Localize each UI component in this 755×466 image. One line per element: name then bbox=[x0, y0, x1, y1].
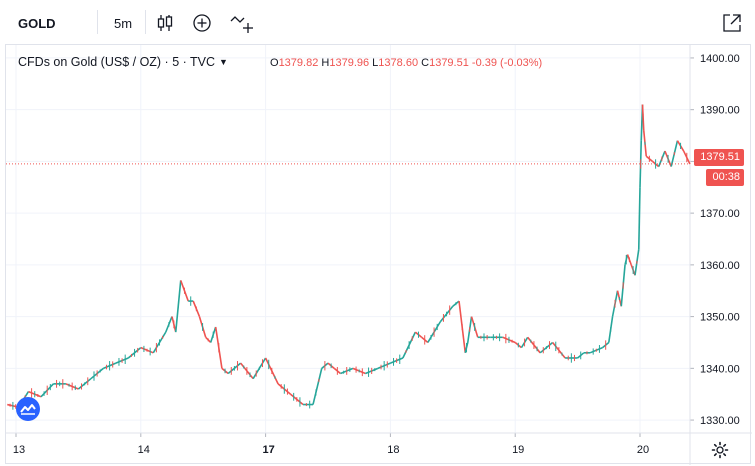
add-compare-icon[interactable] bbox=[191, 12, 213, 34]
y-axis-tick-label: 1350.00 bbox=[700, 312, 740, 324]
x-axis-tick-label: 14 bbox=[138, 444, 150, 456]
indicators-icon[interactable] bbox=[229, 12, 255, 34]
x-axis-tick-label: 17 bbox=[262, 444, 274, 456]
x-axis-tick-label: 18 bbox=[387, 444, 399, 456]
toolbar-divider bbox=[97, 10, 98, 34]
interval-selector[interactable]: 5m bbox=[114, 16, 133, 31]
y-axis-tick-label: 1390.00 bbox=[700, 105, 740, 117]
x-axis-tick-label: 20 bbox=[637, 444, 649, 456]
open-label: O bbox=[270, 57, 279, 69]
gear-icon[interactable] bbox=[711, 441, 729, 459]
x-axis-tick-label: 13 bbox=[13, 444, 25, 456]
y-axis-tick-label: 1370.00 bbox=[700, 208, 740, 220]
legend-title: CFDs on Gold (US$ / OZ) · 5 · TVC bbox=[18, 55, 216, 69]
y-axis-tick-label: 1340.00 bbox=[700, 363, 740, 375]
high-value: 1379.96 bbox=[329, 57, 370, 69]
low-label: L bbox=[372, 57, 379, 69]
close-value: 1379.51 bbox=[429, 57, 469, 69]
y-axis-tick-label: 1400.00 bbox=[700, 53, 740, 65]
ohlc-values: O1379.82 H1379.96 L1378.60 C1379.51 -0.3… bbox=[270, 57, 542, 69]
close-label: C bbox=[421, 57, 430, 69]
low-value: 1378.60 bbox=[378, 57, 419, 69]
chart-pane[interactable]: 1330.001340.001350.001360.001370.001380.… bbox=[5, 44, 752, 465]
x-axis-tick-label: 19 bbox=[512, 444, 524, 456]
last-price-tag: 1379.51 bbox=[694, 149, 744, 166]
fullscreen-icon[interactable] bbox=[721, 12, 743, 34]
bar-countdown-tag: 00:38 bbox=[706, 169, 744, 186]
candles-icon[interactable] bbox=[154, 12, 176, 34]
change-value: -0.39 (-0.03%) bbox=[471, 57, 543, 69]
chevron-down-icon[interactable]: ▼ bbox=[219, 57, 228, 67]
symbol-search[interactable]: GOLD bbox=[18, 16, 56, 31]
chart-toolbar: GOLD 5m bbox=[0, 0, 755, 44]
tradingview-logo-icon[interactable] bbox=[16, 397, 40, 421]
price-chart[interactable]: 1330.001340.001350.001360.001370.001380.… bbox=[6, 45, 752, 465]
toolbar-divider bbox=[145, 10, 146, 34]
y-axis-tick-label: 1360.00 bbox=[700, 260, 740, 272]
price-segment bbox=[312, 368, 323, 405]
chart-legend[interactable]: CFDs on Gold (US$ / OZ) · 5 · TVC ▼ bbox=[18, 55, 228, 69]
open-value: 1379.82 bbox=[278, 57, 319, 69]
y-axis-tick-label: 1330.00 bbox=[700, 415, 740, 427]
high-label: H bbox=[321, 57, 330, 69]
